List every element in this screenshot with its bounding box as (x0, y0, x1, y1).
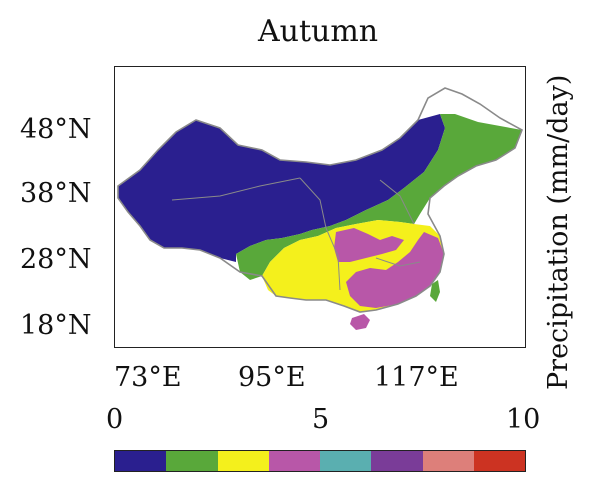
colorbar-segment-3 (268, 451, 320, 471)
lat-label-38: 38°N (20, 178, 92, 209)
country-border (117, 87, 524, 313)
province-border-3 (325, 227, 341, 291)
region-dry-northwest (118, 114, 445, 262)
colorbar-segment-6 (422, 451, 474, 471)
colorbar-segment-7 (473, 451, 525, 471)
lat-label-18: 18°N (20, 310, 92, 341)
lon-label-95: 95°E (238, 362, 306, 393)
lat-label-48: 48°N (20, 114, 92, 145)
colorbar-tick-5: 5 (312, 404, 330, 435)
province-border-2 (299, 177, 327, 229)
region-moderate-north (236, 114, 522, 280)
region-wet-southeast-2 (346, 232, 444, 308)
colorbar-segment-0 (115, 451, 167, 471)
colorbar-tick-10: 10 (506, 404, 541, 435)
colorbar-segment-1 (166, 451, 218, 471)
province-border-1 (171, 177, 301, 201)
map-title: Autumn (258, 14, 379, 49)
region-hainan (350, 314, 370, 330)
province-border-5 (375, 257, 421, 267)
region-wet-southeast (334, 228, 404, 262)
colorbar-label: Precipitation (mm/day) (543, 74, 574, 390)
colorbar (114, 450, 526, 472)
colorbar-segment-4 (320, 451, 372, 471)
colorbar-segment-5 (371, 451, 423, 471)
province-border-4 (379, 179, 415, 225)
lat-label-28: 28°N (20, 244, 92, 275)
colorbar-tick-0: 0 (106, 404, 124, 435)
colorbar-segment-2 (217, 451, 269, 471)
lon-label-73: 73°E (114, 362, 182, 393)
lon-label-117: 117°E (374, 362, 459, 393)
region-taiwan (430, 280, 440, 302)
